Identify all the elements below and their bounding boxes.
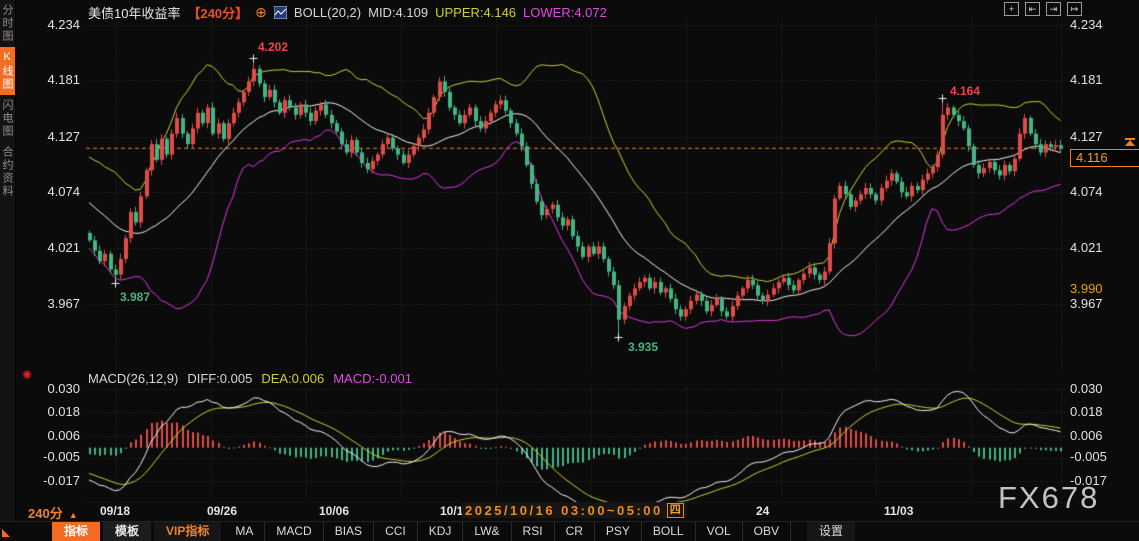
crosshair-pan-icon[interactable]: + bbox=[1004, 2, 1019, 16]
x-axis-label: 09/26 bbox=[207, 504, 238, 518]
y-axis-label: 4.234 bbox=[47, 17, 80, 32]
chevron-up-icon: ▲ bbox=[68, 510, 78, 520]
indicator-ma-button[interactable]: MA bbox=[224, 522, 266, 541]
current-price-badge: 4.116 bbox=[1070, 149, 1139, 167]
macd-dea-value: DEA:0.006 bbox=[261, 371, 325, 386]
indicator-obv-button[interactable]: OBV bbox=[743, 522, 791, 541]
macd-axis-label: 0.030 bbox=[1070, 381, 1103, 396]
indicator-vol-button[interactable]: VOL bbox=[696, 522, 743, 541]
chart-controls: + ⇤ ⇥ ↦ bbox=[1004, 2, 1082, 16]
macd-header: MACD(26,12,9) DIFF:0.005 DEA:0.006 MACD:… bbox=[88, 371, 412, 386]
add-indicator-icon[interactable]: ⊕ bbox=[255, 3, 267, 20]
x-axis-label: 10/06 bbox=[319, 504, 350, 518]
sidebar: 分时图 K线图 闪电图 合约资料 bbox=[0, 0, 16, 541]
boll-lower-value: LOWER:4.072 bbox=[523, 4, 607, 20]
y-axis-label: 4.021 bbox=[1070, 240, 1103, 255]
alert-star-icon[interactable]: ✺ bbox=[22, 368, 33, 382]
macd-axis-label: 0.018 bbox=[1070, 404, 1103, 419]
compress-axis-icon[interactable]: ⇤ bbox=[1025, 2, 1040, 16]
y-axis-label: 3.967 bbox=[47, 296, 80, 311]
y-axis-label: 4.181 bbox=[1070, 72, 1103, 87]
y-axis-label: 4.181 bbox=[47, 72, 80, 87]
y-axis-label: 4.234 bbox=[1070, 17, 1103, 32]
macd-axis-label: -0.005 bbox=[1070, 449, 1107, 464]
boll-mid-value: MID:4.109 bbox=[368, 4, 429, 20]
macd-axis-label: -0.017 bbox=[1070, 473, 1107, 488]
indicator-boll-button[interactable]: BOLL bbox=[642, 522, 696, 541]
y-axis-label: 3.967 bbox=[1070, 296, 1103, 311]
corner-marker-icon bbox=[2, 529, 10, 537]
candle-datetime-tooltip: 2025/10/16 03:00~05:00 四 bbox=[462, 503, 687, 518]
tab-templates[interactable]: 模板 bbox=[103, 522, 152, 541]
sidebar-item-time-chart[interactable]: 分时图 bbox=[1, 4, 13, 43]
fx678-watermark: FX678 bbox=[998, 480, 1100, 515]
x-axis-label: 24 bbox=[756, 504, 770, 518]
sidebar-item-contract-info[interactable]: 合约资料 bbox=[1, 146, 13, 198]
indicator-kdj-button[interactable]: KDJ bbox=[418, 522, 464, 541]
boll-label: BOLL(20,2) bbox=[293, 4, 362, 20]
macd-hist-value: MACD:-0.001 bbox=[333, 371, 412, 386]
x-axis-label: 09/18 bbox=[100, 504, 131, 518]
macd-axis-label: -0.005 bbox=[43, 449, 80, 464]
settings-button[interactable]: 设置 bbox=[806, 522, 855, 541]
scroll-to-price-icon[interactable] bbox=[1124, 138, 1136, 148]
y-axis-label: 4.021 bbox=[47, 240, 80, 255]
boll-upper-value: UPPER:4.146 bbox=[435, 4, 517, 20]
indicator-cci-button[interactable]: CCI bbox=[374, 522, 418, 541]
macd-title: MACD(26,12,9) bbox=[88, 371, 179, 386]
annotation-high: 4.164 bbox=[950, 84, 981, 98]
x-axis-label: 11/03 bbox=[884, 504, 914, 518]
tab-vip-indicators[interactable]: VIP指标 bbox=[154, 522, 222, 541]
indicator-psy-button[interactable]: PSY bbox=[595, 522, 642, 541]
weekday-badge: 四 bbox=[666, 503, 684, 518]
macd-axis-label: 0.018 bbox=[47, 404, 80, 419]
y-axis-label: 4.074 bbox=[47, 184, 80, 199]
macd-axis-label: -0.017 bbox=[43, 473, 80, 488]
period-tag[interactable]: 【240分】 bbox=[187, 5, 249, 21]
indicator-macd-button[interactable]: MACD bbox=[265, 522, 324, 541]
indicator-cr-button[interactable]: CR bbox=[555, 522, 595, 541]
x-axis-label: 10/1 bbox=[440, 504, 464, 518]
macd-axis-label: 0.006 bbox=[47, 428, 80, 443]
y-axis-label: 4.127 bbox=[47, 129, 80, 144]
bottom-toolbar: 指标 模板 VIP指标 MA MACD BIAS CCI KDJ LW& RSI… bbox=[0, 521, 1139, 541]
indicator-lw-button[interactable]: LW& bbox=[463, 522, 512, 541]
prev-close-label: 3.990 bbox=[1070, 282, 1122, 296]
indicator-rsi-button[interactable]: RSI bbox=[512, 522, 555, 541]
macd-axis-label: 0.030 bbox=[47, 381, 80, 396]
period-selector[interactable]: 240分 ▲ bbox=[28, 506, 78, 521]
expand-axis-icon[interactable]: ⇥ bbox=[1046, 2, 1061, 16]
annotation-high: 4.202 bbox=[258, 40, 289, 54]
sidebar-item-kline-chart[interactable]: K线图 bbox=[0, 47, 15, 95]
annotation-low: 3.987 bbox=[120, 290, 151, 304]
annotation-low: 3.935 bbox=[628, 340, 659, 354]
tab-indicators[interactable]: 指标 bbox=[52, 522, 101, 541]
macd-diff-value: DIFF:0.005 bbox=[187, 371, 253, 386]
chart-header: 美债10年收益率 【240分】 ⊕ BOLL(20,2) MID:4.109 U… bbox=[88, 3, 607, 21]
y-axis-label: 4.074 bbox=[1070, 184, 1103, 199]
indicator-bias-button[interactable]: BIAS bbox=[324, 522, 375, 541]
macd-axis-label: 0.006 bbox=[1070, 428, 1103, 443]
shift-right-icon[interactable]: ↦ bbox=[1067, 2, 1082, 16]
symbol-title: 美债10年收益率 bbox=[88, 5, 181, 21]
sidebar-item-flash-chart[interactable]: 闪电图 bbox=[1, 99, 13, 138]
y-axis-label: 4.127 bbox=[1070, 129, 1103, 144]
indicator-chart-icon[interactable] bbox=[273, 5, 288, 19]
